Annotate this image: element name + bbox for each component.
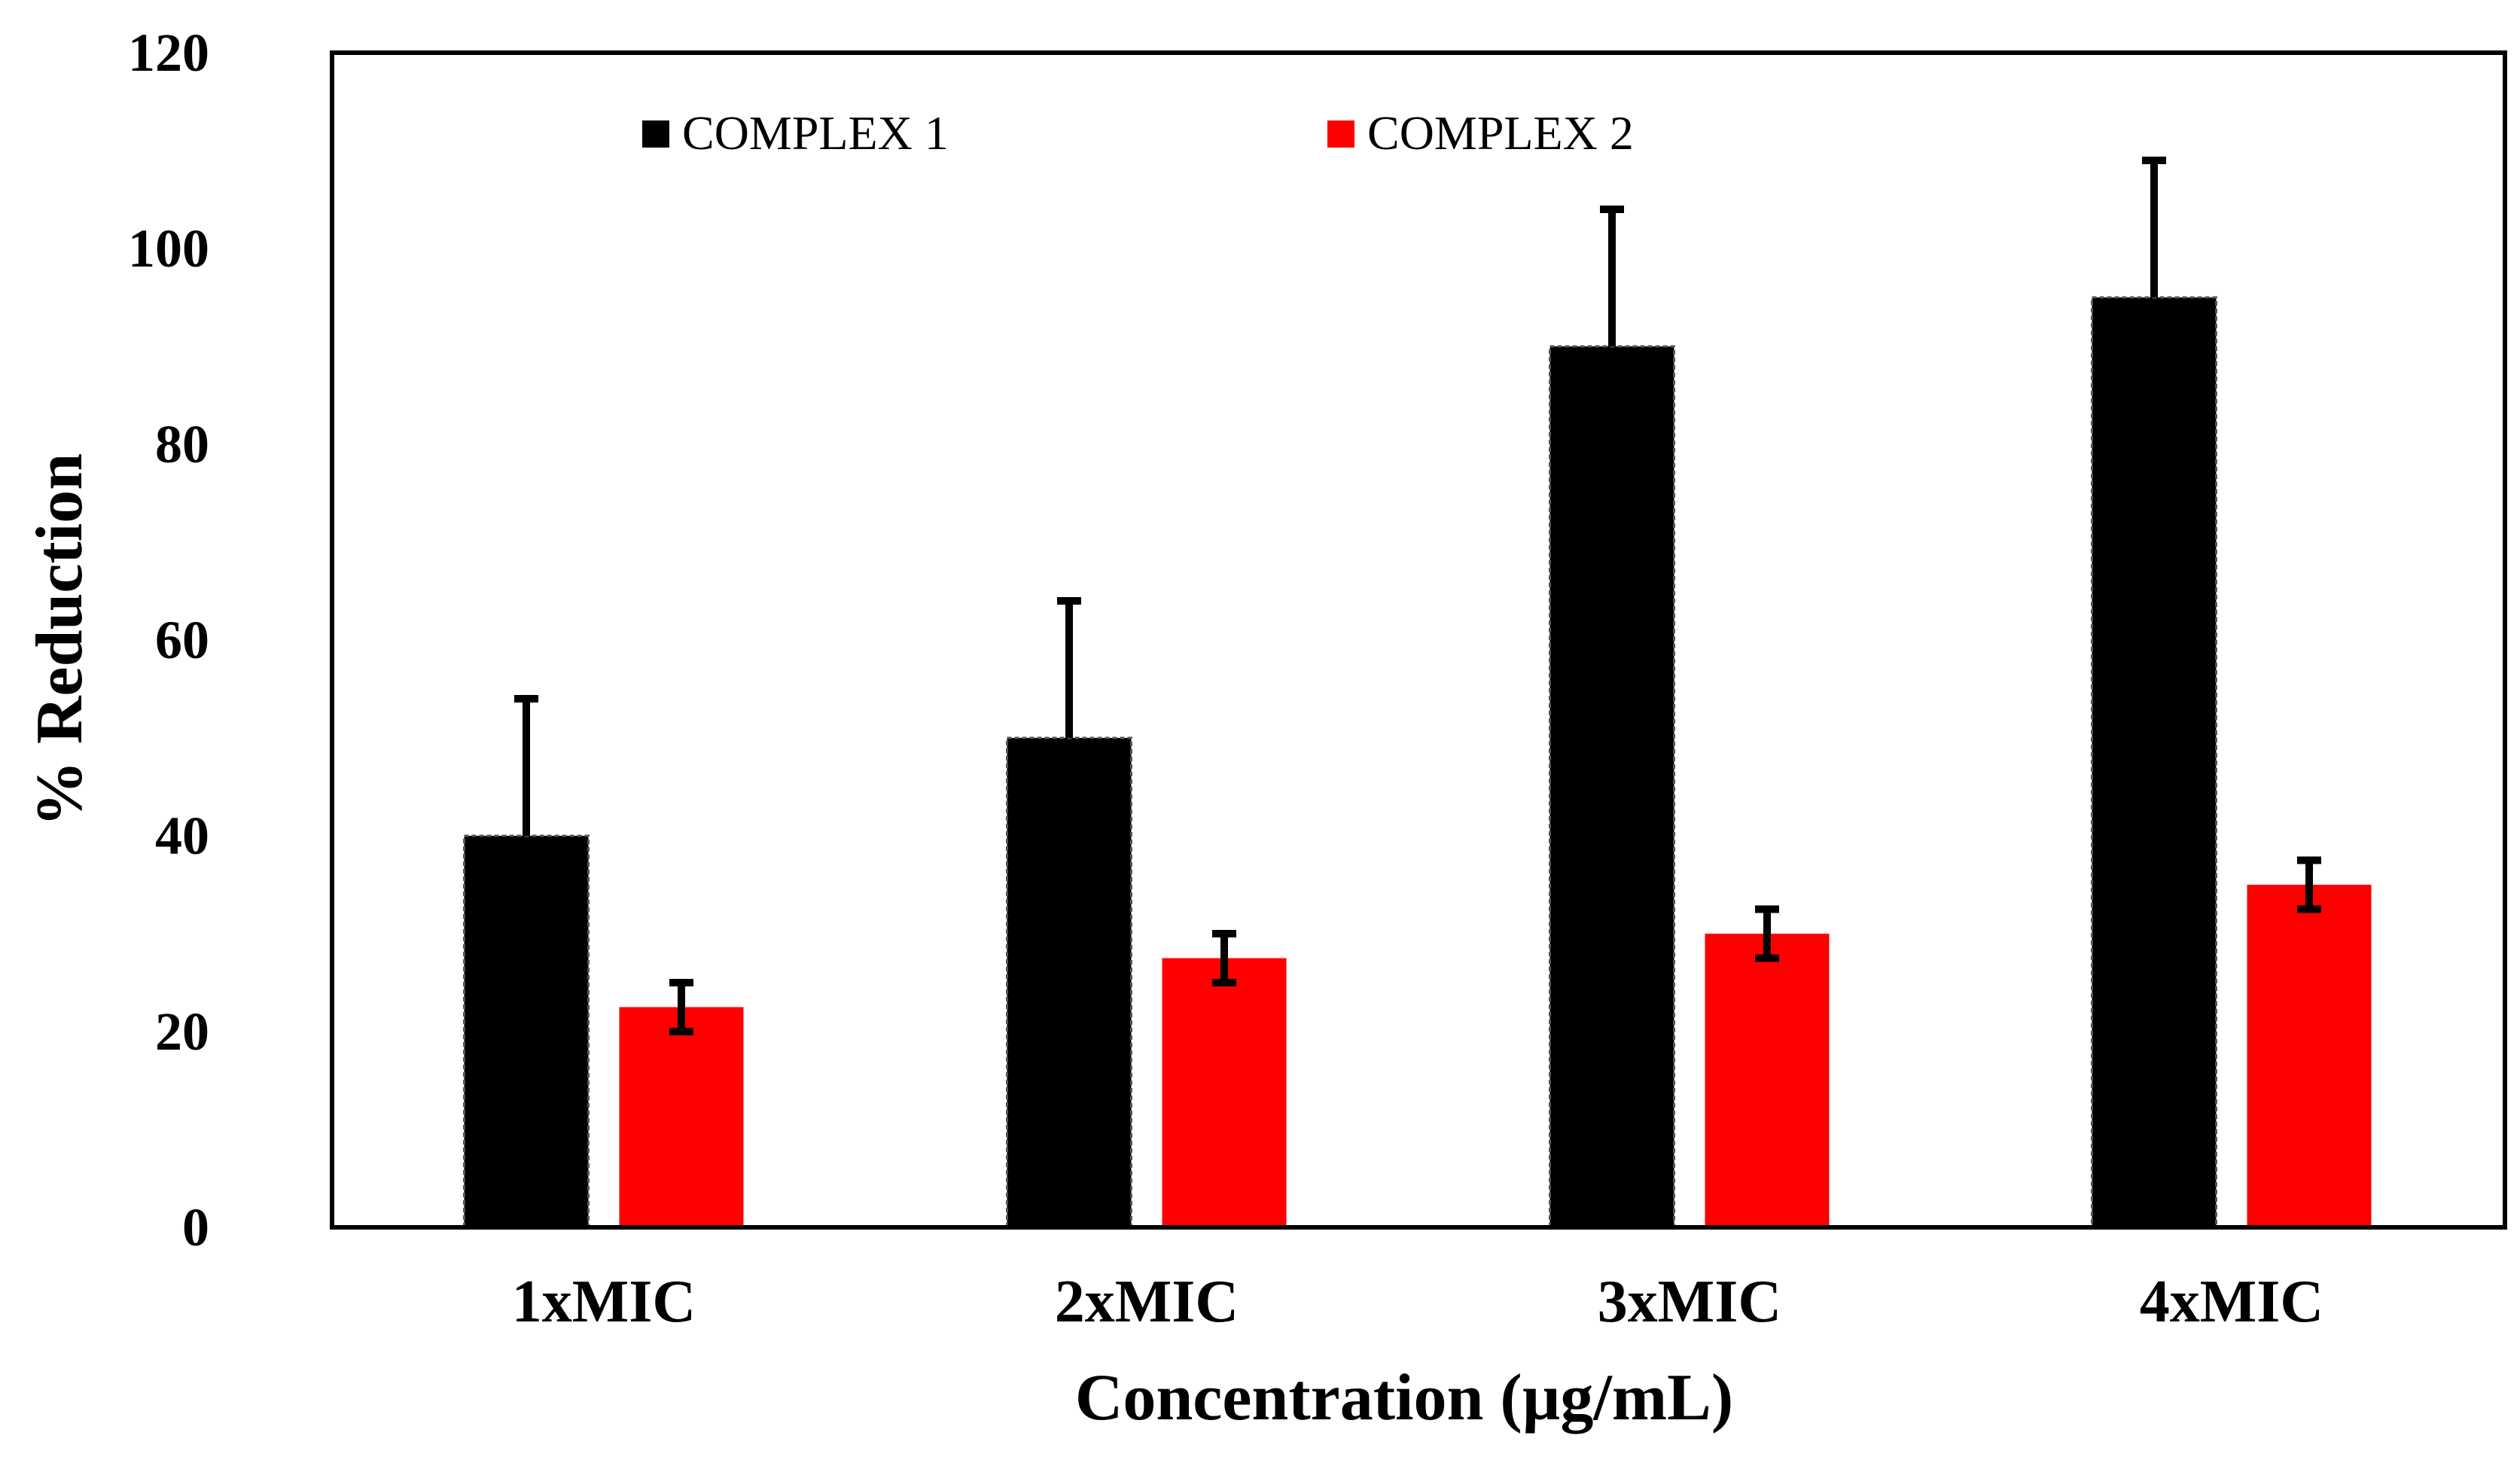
error-bar-complex-2-1xmic xyxy=(669,979,693,1035)
y-tick-label: 120 xyxy=(128,23,209,83)
bar-complex-1-2xmic xyxy=(1006,736,1132,1229)
y-tick-label: 100 xyxy=(128,218,209,279)
legend-swatch-complex-2 xyxy=(1327,120,1354,148)
bar-complex-1-4xmic xyxy=(2091,296,2217,1229)
y-tick-label: 20 xyxy=(155,1001,209,1062)
legend: COMPLEX 1 COMPLEX 2 xyxy=(642,106,1634,160)
legend-swatch-complex-1 xyxy=(642,120,669,148)
legend-label-complex-1: COMPLEX 1 xyxy=(682,106,949,160)
error-bar-complex-2-4xmic xyxy=(2297,856,2321,913)
y-axis-ticks: 0 20 40 60 80 100 120 xyxy=(128,23,209,1257)
error-bar-complex-1-3xmic xyxy=(1600,206,1624,346)
y-tick-label: 60 xyxy=(155,610,209,670)
error-bar-complex-1-4xmic xyxy=(2142,157,2166,297)
error-bars-group xyxy=(514,157,2321,1035)
y-tick-label: 80 xyxy=(155,414,209,474)
bar-complex-2-1xmic xyxy=(619,1007,744,1227)
bar-complex-1-1xmic xyxy=(463,834,590,1229)
x-axis-title: Concentration (µg/mL) xyxy=(1075,1361,1733,1434)
error-bar-complex-2-3xmic xyxy=(1755,905,1779,962)
y-tick-label: 40 xyxy=(155,806,209,866)
x-category-label: 3xMIC xyxy=(1598,1269,1781,1335)
y-tick-label: 0 xyxy=(182,1197,209,1257)
x-axis-categories: 1xMIC 2xMIC 3xMIC 4xMIC xyxy=(512,1269,2323,1335)
error-bar-complex-1-2xmic xyxy=(1057,597,1081,738)
bar-complex-2-2xmic xyxy=(1162,958,1287,1227)
x-category-label: 2xMIC xyxy=(1055,1269,1239,1335)
x-category-label: 4xMIC xyxy=(2140,1269,2323,1335)
bar-complex-1-3xmic xyxy=(1549,345,1675,1229)
legend-label-complex-2: COMPLEX 2 xyxy=(1367,106,1634,160)
bars-group xyxy=(463,296,2372,1229)
bar-complex-2-3xmic xyxy=(1705,934,1830,1227)
x-category-label: 1xMIC xyxy=(512,1269,696,1335)
bar-complex-2-4xmic xyxy=(2247,885,2372,1227)
y-axis-title: % Reduction xyxy=(23,453,96,827)
error-bar-complex-1-1xmic xyxy=(514,695,538,836)
error-bar-complex-2-2xmic xyxy=(1212,930,1236,986)
